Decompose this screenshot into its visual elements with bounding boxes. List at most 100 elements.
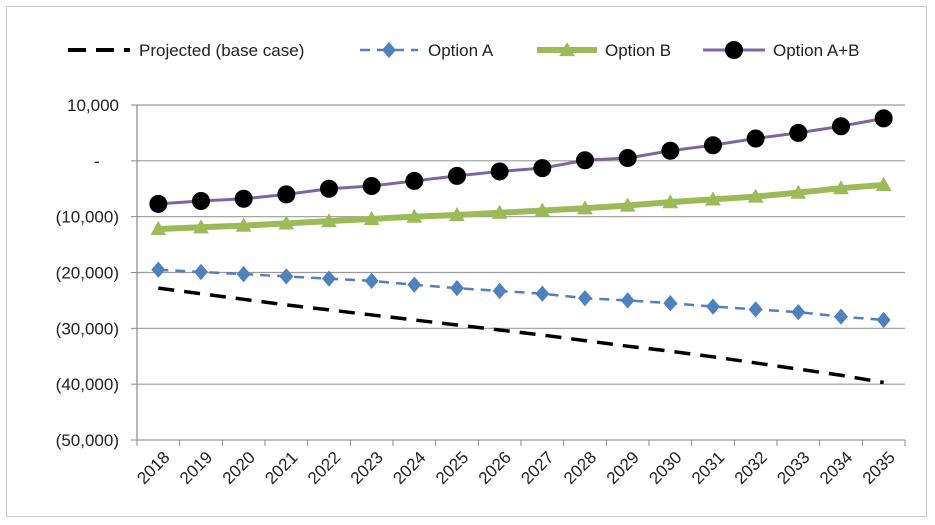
data-point xyxy=(364,272,379,290)
y-tick-label: (20,000) xyxy=(56,264,119,283)
data-point xyxy=(320,179,338,198)
series-option-a-b xyxy=(149,109,893,213)
x-tick-label: 2025 xyxy=(432,448,472,488)
data-point xyxy=(450,279,464,297)
series-option-a xyxy=(151,261,891,329)
x-tick-label: 2027 xyxy=(517,448,557,488)
chart-frame xyxy=(6,6,927,517)
data-point xyxy=(279,268,294,285)
series-projected-base-case xyxy=(158,286,884,385)
data-point xyxy=(407,276,422,293)
data-point xyxy=(620,292,635,309)
data-point xyxy=(362,176,381,195)
series-group xyxy=(149,109,893,385)
data-point xyxy=(234,189,253,208)
data-point xyxy=(833,180,849,195)
data-point xyxy=(559,41,575,57)
data-point xyxy=(791,303,806,321)
x-tick-label: 2029 xyxy=(603,448,643,488)
legend-item: Option A xyxy=(360,41,494,60)
x-tick-label: 2022 xyxy=(304,448,344,488)
x-tick-label: 2033 xyxy=(773,448,813,488)
data-point xyxy=(150,220,167,236)
x-tick-label: 2023 xyxy=(347,448,387,488)
data-point xyxy=(876,311,891,329)
data-point xyxy=(533,159,552,178)
data-point xyxy=(535,285,550,302)
data-point xyxy=(663,295,678,312)
data-point xyxy=(618,149,637,168)
x-tick-label: 2020 xyxy=(219,448,259,488)
data-point xyxy=(705,191,721,206)
y-tick-label: (30,000) xyxy=(56,319,119,338)
data-point xyxy=(491,204,508,219)
data-point xyxy=(834,308,848,325)
series-line xyxy=(158,286,884,385)
data-point xyxy=(577,200,593,215)
legend-label: Option A+B xyxy=(773,41,859,60)
data-point xyxy=(235,217,252,232)
x-tick-label: 2018 xyxy=(133,448,173,488)
data-point xyxy=(194,263,208,281)
legend-item: Option B xyxy=(537,41,671,60)
data-point xyxy=(619,197,636,212)
x-tick-label: 2024 xyxy=(389,448,429,488)
series-option-b xyxy=(150,176,892,236)
x-tick-label: 2035 xyxy=(859,448,899,488)
x-tick-label: 2019 xyxy=(176,448,216,488)
data-point xyxy=(406,208,423,223)
data-point xyxy=(706,298,720,315)
data-point xyxy=(576,151,594,170)
legend-item: Option A+B xyxy=(703,41,859,60)
x-axis-tick-labels: 2018 2019 2020 2021 2022 2023 2024 2025 2026 2027… xyxy=(133,448,899,488)
data-point xyxy=(151,261,166,278)
y-tick-label: (40,000) xyxy=(56,375,119,394)
data-point xyxy=(874,109,893,128)
data-point xyxy=(490,162,509,181)
data-point xyxy=(236,266,251,283)
series-line xyxy=(158,181,884,232)
x-tick-label: 2028 xyxy=(560,448,600,488)
data-point xyxy=(725,41,743,59)
data-point xyxy=(278,215,295,230)
data-point xyxy=(832,117,850,136)
data-point xyxy=(661,141,680,160)
x-tick-label: 2032 xyxy=(731,448,771,488)
data-point xyxy=(405,171,424,190)
legend-label: Option A xyxy=(428,41,494,60)
legend-item: Projected (base case) xyxy=(68,41,304,60)
series-line xyxy=(158,268,884,322)
data-point xyxy=(704,136,722,155)
data-point xyxy=(277,185,296,204)
data-point xyxy=(363,210,380,225)
data-point xyxy=(193,219,209,234)
data-point xyxy=(534,202,551,217)
x-tick-label: 2031 xyxy=(688,448,728,488)
data-point xyxy=(149,194,168,213)
y-tick-label: (50,000) xyxy=(56,431,119,450)
x-tick-label: 2021 xyxy=(261,448,301,488)
y-tick-label: 10,000 xyxy=(67,96,119,115)
legend: Projected (base case) Option A Option B Opt… xyxy=(68,41,859,60)
x-tick-label: 2034 xyxy=(816,448,856,488)
legend-label: Option B xyxy=(605,41,671,60)
data-point xyxy=(662,194,679,209)
data-point xyxy=(382,41,396,59)
gridlines xyxy=(137,104,905,441)
data-point xyxy=(875,176,892,191)
data-point xyxy=(789,123,808,142)
data-point xyxy=(746,129,765,148)
data-point xyxy=(322,270,336,287)
x-tick-label: 2030 xyxy=(645,448,685,488)
data-point xyxy=(578,290,592,307)
x-tick-label: 2026 xyxy=(475,448,515,488)
data-point xyxy=(747,188,764,203)
data-point xyxy=(748,301,763,318)
legend-label: Projected (base case) xyxy=(139,41,304,60)
data-point xyxy=(192,192,210,211)
data-point xyxy=(492,282,507,300)
data-point xyxy=(321,213,337,228)
data-point xyxy=(448,166,466,185)
axes xyxy=(131,104,906,446)
